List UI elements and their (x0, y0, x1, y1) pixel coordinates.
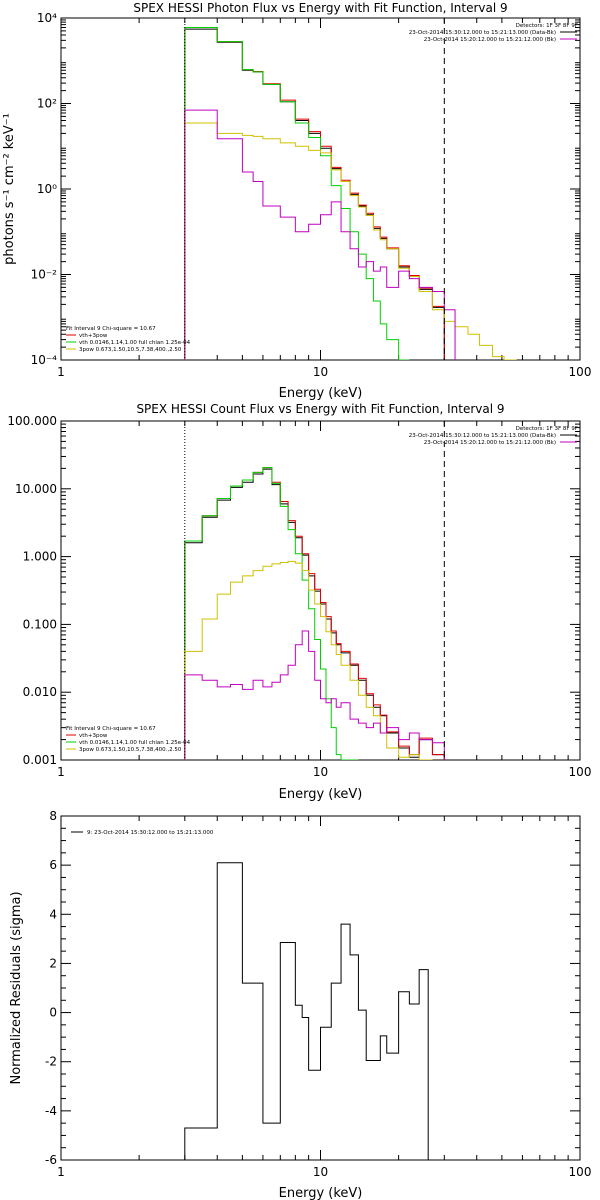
chart-title: SPEX HESSI Photon Flux vs Energy with Fi… (133, 1, 507, 15)
legend-text: 9: 23-Oct-2014 15:30:12.000 to 15:21:13.… (87, 830, 214, 836)
y-tick-label: 10⁻⁴ (31, 353, 58, 367)
series-line-0 (184, 862, 429, 1160)
x-axis-label: Energy (keV) (279, 1186, 363, 1200)
series-line-0 (184, 468, 445, 760)
x-tick-label: 100 (569, 365, 592, 379)
legend-header: Fit Interval 9 Chi-square = 10.67 (66, 326, 156, 332)
y-tick-label: 10.000 (15, 482, 57, 496)
y-tick-label: 10⁻² (31, 268, 58, 282)
y-tick-label: -2 (45, 1055, 57, 1069)
series-line-0 (184, 28, 445, 360)
series-group (184, 467, 445, 760)
y-tick-label: -4 (45, 1104, 57, 1118)
x-tick-label: 1 (57, 365, 65, 379)
x-tick-label: 10 (313, 1165, 328, 1179)
series-line-4 (184, 630, 445, 760)
y-tick-label: 100.000 (7, 414, 57, 428)
series-line-4 (184, 109, 456, 360)
series-line-2 (184, 26, 410, 360)
legend-text: 23-Oct-2014 15:30:12.000 to 15:21:13.000… (409, 30, 556, 36)
legend-text: 23-Oct-2014 15:20:12.000 to 15:21:12.000… (424, 440, 556, 446)
x-tick-label: 10 (313, 765, 328, 779)
legend-text: 3pow 0.673,1.50,10.5,7.38,400.,2.50 (79, 747, 182, 753)
series-line-2 (184, 467, 359, 760)
legend-text: vth+3pow (79, 733, 108, 739)
y-tick-label: 10⁴ (37, 11, 57, 25)
y-tick-label: 0.001 (23, 753, 57, 767)
y-tick-label: 1.000 (23, 550, 57, 564)
x-tick-label: 1 (57, 765, 65, 779)
y-tick-label: 0.100 (23, 617, 57, 631)
plot-frame (60, 17, 581, 361)
chart-title: SPEX HESSI Count Flux vs Energy with Fit… (136, 402, 504, 416)
x-axis-label: Energy (keV) (279, 787, 363, 802)
legend-text: vth 0.0146,1.14,1.00 full chian 1.25e-04 (79, 740, 191, 746)
y-tick-label: 0.010 (23, 685, 57, 699)
x-axis-label: Energy (keV) (279, 386, 363, 401)
y-tick-label: 2 (49, 956, 57, 970)
legend-header: Detectors: 1F 3F 8F 9F (516, 23, 578, 29)
series-group (184, 26, 517, 360)
series-line-3 (184, 122, 517, 360)
legend-text: vth+3pow (79, 333, 108, 339)
x-tick-label: 100 (569, 765, 592, 779)
plot-frame (60, 815, 581, 1161)
legend-text: vth 0.0146,1.14,1.00 full chian 1.25e-04 (79, 340, 191, 346)
y-tick-label: 4 (49, 907, 57, 921)
x-tick-label: 1 (57, 1165, 65, 1179)
legend-header: Detectors: 1F 3F 8F 9F (516, 426, 578, 432)
series-group (184, 862, 429, 1160)
legend-header: Fit Interval 9 Chi-square = 10.67 (66, 726, 156, 732)
x-tick-label: 100 (569, 1165, 592, 1179)
y-tick-label: 10⁰ (37, 182, 57, 196)
y-axis-label: Normalized Residuals (sigma) (9, 891, 24, 1084)
legend-text: 3pow 0.673,1.50,10.5,7.38,400.,2.50 (79, 347, 182, 353)
y-tick-label: 0 (49, 1006, 57, 1020)
y-tick-label: 8 (49, 809, 57, 823)
legend-text: 23-Oct-2014 15:20:12.000 to 15:21:12.000… (424, 37, 556, 43)
y-tick-label: -6 (45, 1153, 57, 1167)
legend-text: 23-Oct-2014 15:30:12.000 to 15:21:13.000… (409, 433, 556, 439)
y-axis-label: photons s⁻¹ cm⁻² keV⁻¹ (2, 113, 17, 265)
y-tick-label: 10² (37, 97, 57, 111)
x-tick-label: 10 (313, 365, 328, 379)
series-line-1 (184, 26, 445, 360)
y-tick-label: 6 (49, 858, 57, 872)
